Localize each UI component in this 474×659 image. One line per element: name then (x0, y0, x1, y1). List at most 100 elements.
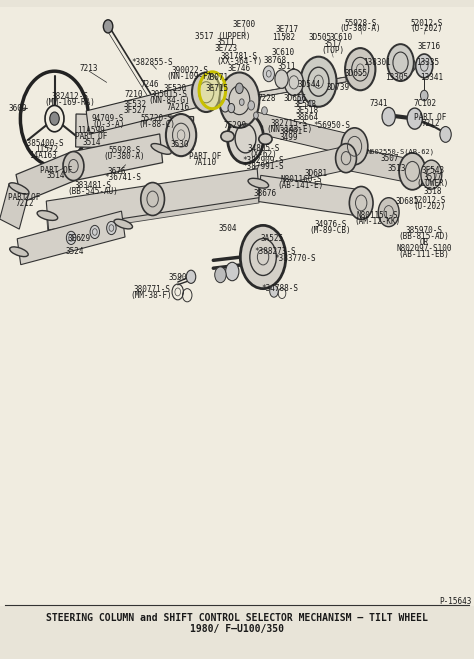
Text: 7210: 7210 (125, 90, 144, 99)
Circle shape (336, 144, 356, 173)
Text: (M-88-C): (M-88-C) (138, 120, 175, 129)
Text: 14A163: 14A163 (29, 151, 56, 160)
Text: *34788-S: *34788-S (261, 284, 298, 293)
Text: (TOP): (TOP) (322, 45, 345, 55)
Circle shape (103, 20, 113, 33)
Circle shape (416, 54, 433, 78)
Circle shape (90, 225, 100, 239)
Text: 38664: 38664 (295, 113, 318, 122)
Text: 11582: 11582 (272, 33, 295, 42)
Circle shape (387, 44, 414, 81)
Text: *383770-S: *383770-S (274, 254, 316, 263)
Text: *56950-S: *56950-S (313, 121, 350, 130)
Circle shape (141, 183, 164, 215)
Text: (U-202): (U-202) (414, 202, 446, 212)
Text: 11572: 11572 (35, 145, 58, 154)
Text: 3D544: 3D544 (298, 80, 320, 89)
Text: 3517: 3517 (423, 173, 442, 183)
Text: (AB-111-EB): (AB-111-EB) (399, 250, 450, 259)
Text: (MM-38-F): (MM-38-F) (131, 291, 173, 300)
Text: 3513: 3513 (388, 164, 407, 173)
Text: 3511: 3511 (278, 62, 297, 71)
Text: 3504: 3504 (218, 224, 237, 233)
Text: 13335: 13335 (417, 58, 439, 67)
Circle shape (199, 72, 226, 109)
Text: *36741-S: *36741-S (105, 173, 142, 183)
Circle shape (186, 270, 196, 283)
Ellipse shape (9, 183, 29, 194)
Text: (U-202): (U-202) (410, 24, 443, 34)
Text: 7212: 7212 (421, 119, 440, 128)
Text: 1980/ F–U100/350: 1980/ F–U100/350 (190, 623, 284, 634)
Text: 3D656: 3D656 (284, 94, 307, 103)
Text: (U-380-A): (U-380-A) (339, 24, 381, 34)
Ellipse shape (401, 59, 416, 73)
Circle shape (240, 225, 286, 289)
Text: 3E700: 3E700 (233, 20, 255, 29)
Polygon shape (46, 185, 259, 235)
Circle shape (228, 103, 235, 113)
Circle shape (262, 107, 267, 115)
Text: 380771-S: 380771-S (133, 285, 170, 294)
Text: *382855-S: *382855-S (131, 58, 173, 67)
Text: N801160-S: N801160-S (280, 175, 322, 185)
Text: 305015-S: 305015-S (150, 90, 187, 100)
Text: 7246: 7246 (140, 80, 159, 89)
Text: (M-89-CB): (M-89-CB) (310, 226, 351, 235)
Text: 3D655: 3D655 (345, 69, 368, 78)
Text: 3E746: 3E746 (228, 64, 251, 73)
Text: N801151-S: N801151-S (357, 211, 399, 220)
Text: 7E299: 7E299 (224, 121, 246, 130)
Text: PART OF: PART OF (189, 152, 221, 161)
Ellipse shape (37, 211, 58, 220)
Text: (BB-545-AU): (BB-545-AU) (67, 187, 118, 196)
Circle shape (284, 69, 303, 96)
Text: 3D681: 3D681 (305, 169, 328, 178)
Text: (AM-12-KK): (AM-12-KK) (355, 217, 401, 226)
Text: 3E717: 3E717 (275, 25, 298, 34)
Text: 55928-S: 55928-S (108, 146, 140, 155)
Polygon shape (72, 134, 163, 181)
Circle shape (308, 100, 313, 107)
Text: 3600: 3600 (9, 103, 27, 113)
Circle shape (254, 112, 258, 119)
Text: 3511: 3511 (216, 38, 235, 47)
Text: 3E716: 3E716 (418, 42, 440, 51)
Text: 7C102: 7C102 (414, 99, 437, 108)
Text: 7A216: 7A216 (166, 103, 189, 112)
Text: 381781-S: 381781-S (221, 51, 258, 61)
Text: 3D505: 3D505 (309, 33, 332, 42)
Ellipse shape (64, 161, 83, 172)
Text: 38768: 38768 (264, 56, 286, 65)
Text: P-15643: P-15643 (439, 596, 471, 606)
Text: 383481-S: 383481-S (74, 181, 111, 190)
Polygon shape (238, 108, 352, 156)
Text: (NN-109-F): (NN-109-F) (166, 72, 213, 81)
Ellipse shape (248, 179, 269, 188)
Text: 382412-S: 382412-S (52, 92, 89, 101)
Text: 3530: 3530 (171, 140, 190, 149)
Text: *385400-S: *385400-S (22, 139, 64, 148)
Text: 52012-S: 52012-S (410, 18, 443, 28)
Text: (X-62): (X-62) (250, 150, 277, 159)
Text: 3D739: 3D739 (327, 83, 349, 92)
Text: 3507: 3507 (380, 154, 399, 163)
Circle shape (226, 262, 239, 281)
Text: 3590: 3590 (168, 273, 187, 282)
Text: PART OF: PART OF (75, 132, 108, 141)
Text: 7341: 7341 (370, 99, 389, 108)
Ellipse shape (9, 247, 28, 256)
Text: 390022-S: 390022-S (171, 66, 208, 75)
Text: (NN-84-G): (NN-84-G) (148, 96, 190, 105)
Circle shape (378, 198, 399, 227)
Circle shape (219, 72, 259, 128)
Circle shape (236, 83, 243, 94)
Polygon shape (86, 78, 219, 134)
Polygon shape (16, 152, 76, 202)
Text: 3F527: 3F527 (124, 105, 146, 115)
Text: *388273-S: *388273-S (254, 247, 296, 256)
Text: PART OF: PART OF (414, 113, 447, 122)
Text: (NN-143-E): (NN-143-E) (266, 125, 312, 134)
Polygon shape (46, 169, 259, 230)
Text: 34805-S: 34805-S (247, 144, 280, 153)
